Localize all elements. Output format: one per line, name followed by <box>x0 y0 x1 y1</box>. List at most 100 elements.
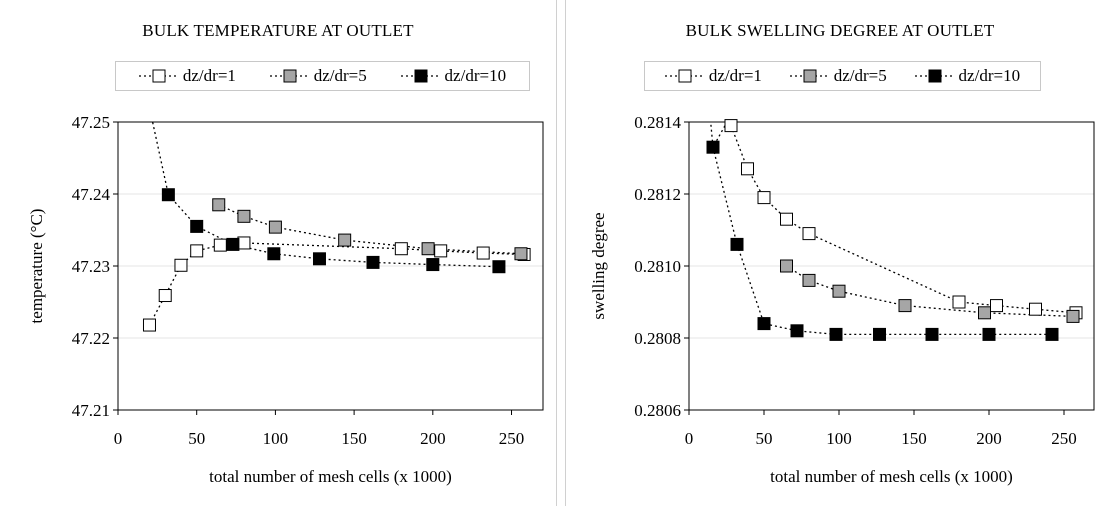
hollow-square-marker <box>190 244 204 258</box>
y-tick-label: 0.2810 <box>634 257 681 276</box>
x-tick-label: 250 <box>1051 429 1077 448</box>
y-tick-label: 47.22 <box>72 329 110 348</box>
hollow-square-marker <box>394 242 408 256</box>
x-tick-label: 0 <box>114 429 123 448</box>
plot-area-swelling: 0.2806 0.2808 0.2810 0.2812 0.2814 0 50 100 150 2… <box>589 113 1095 486</box>
gray-square-marker <box>338 233 352 247</box>
x-tick-label: 0 <box>685 429 694 448</box>
chart-panel-swelling: BULK SWELLING DEGREE AT OUTLET dz/dr=1 d… <box>565 0 1113 506</box>
black-square-marker <box>426 258 440 272</box>
y-tick-label: 0.2806 <box>634 401 681 420</box>
hollow-square-marker <box>434 244 448 258</box>
hollow-square-marker <box>724 119 738 133</box>
legend-marker-hollow-square-icon <box>664 69 705 83</box>
series-line <box>148 242 525 326</box>
legend-item-dz-dr-10: dz/dr=10 <box>914 66 1021 86</box>
chart-panel-temperature: BULK TEMPERATURE AT OUTLET dz/dr=1 dz/dr… <box>27 0 557 506</box>
legend-marker-black-square-icon <box>914 69 955 83</box>
black-square-marker <box>925 327 939 341</box>
x-axis-label: total number of mesh cells (x 1000) <box>209 467 452 486</box>
chart-legend: dz/dr=1 dz/dr=5 dz/dr=10 <box>644 61 1041 91</box>
series-line <box>218 204 521 255</box>
series-group <box>710 122 1077 336</box>
legend-label: dz/dr=1 <box>182 66 236 85</box>
black-square-marker <box>190 219 204 233</box>
y-tick-label: 0.2808 <box>634 329 681 348</box>
hollow-square-marker <box>174 258 188 272</box>
y-axis-label: swelling degree <box>589 212 608 319</box>
series-line <box>730 125 1077 314</box>
x-tick-label: 150 <box>341 429 367 448</box>
gray-square-marker <box>268 220 282 234</box>
x-tick-label: 50 <box>756 429 773 448</box>
x-tick-label: 150 <box>901 429 927 448</box>
hollow-square-marker <box>237 236 251 250</box>
gray-square-marker <box>212 198 226 212</box>
x-tick-label: 100 <box>826 429 852 448</box>
black-square-marker <box>790 324 804 338</box>
gray-square-marker <box>237 209 251 223</box>
legend-marker-gray-square-icon <box>269 69 310 83</box>
gray-square-marker <box>1066 309 1080 323</box>
black-square-marker <box>312 252 326 266</box>
x-tick-label: 250 <box>499 429 525 448</box>
x-tick-label: 200 <box>420 429 446 448</box>
chart-title: BULK TEMPERATURE AT OUTLET <box>142 21 414 40</box>
black-square-marker <box>492 260 506 274</box>
black-square-marker <box>1045 327 1059 341</box>
y-tick-label: 0.2814 <box>634 113 681 132</box>
legend-label: dz/dr=1 <box>708 66 762 85</box>
series-line <box>786 265 1074 318</box>
chart-legend: dz/dr=1 dz/dr=5 dz/dr=10 <box>115 61 530 91</box>
black-square-marker <box>982 327 996 341</box>
legend-marker-hollow-square-icon <box>138 69 179 83</box>
black-square-marker <box>730 237 744 251</box>
black-square-marker <box>366 255 380 269</box>
hollow-square-marker <box>757 191 771 205</box>
legend-label: dz/dr=10 <box>958 66 1021 85</box>
x-tick-label: 50 <box>188 429 205 448</box>
y-tick-label: 47.24 <box>72 185 111 204</box>
legend-item-dz-dr-1: dz/dr=1 <box>138 66 236 86</box>
x-axis-label: total number of mesh cells (x 1000) <box>770 467 1013 486</box>
x-tick-label: 100 <box>263 429 289 448</box>
legend-item-dz-dr-10: dz/dr=10 <box>400 66 507 86</box>
legend-marker-black-square-icon <box>400 69 441 83</box>
hollow-square-marker <box>802 227 816 241</box>
hollow-square-marker <box>741 162 754 176</box>
gray-square-marker <box>978 306 991 320</box>
black-square-marker <box>226 237 240 251</box>
legend-label: dz/dr=10 <box>444 66 507 85</box>
legend-item-dz-dr-5: dz/dr=5 <box>269 66 367 86</box>
legend-marker-gray-square-icon <box>789 69 830 83</box>
x-tick-label: 200 <box>976 429 1002 448</box>
black-square-marker <box>267 247 281 261</box>
legend-label: dz/dr=5 <box>313 66 367 85</box>
series-extension-line <box>151 122 170 195</box>
black-square-marker <box>757 317 771 331</box>
y-tick-label: 47.21 <box>72 401 110 420</box>
legend-item-dz-dr-5: dz/dr=5 <box>789 66 887 86</box>
y-tick-label: 47.25 <box>72 113 110 132</box>
hollow-square-marker <box>952 295 966 309</box>
gray-square-marker <box>832 284 846 298</box>
black-square-marker <box>873 327 886 341</box>
gray-square-marker <box>780 259 793 273</box>
black-square-marker <box>161 188 175 202</box>
hollow-square-marker <box>142 318 156 332</box>
hollow-square-marker <box>476 246 490 260</box>
gray-square-marker <box>514 247 528 261</box>
chart-title: BULK SWELLING DEGREE AT OUTLET <box>685 21 995 40</box>
hollow-square-marker <box>213 238 227 252</box>
black-square-marker <box>829 327 843 341</box>
hollow-square-marker <box>158 289 172 303</box>
y-axis-label: temperature (°C) <box>27 209 46 324</box>
series-group <box>148 122 525 326</box>
y-tick-label: 47.23 <box>72 257 110 276</box>
legend-label: dz/dr=5 <box>833 66 887 85</box>
gray-square-marker <box>802 273 816 287</box>
black-square-marker <box>706 140 720 154</box>
gray-square-marker <box>898 299 912 313</box>
gray-square-marker <box>421 242 435 256</box>
hollow-square-marker <box>990 299 1003 313</box>
